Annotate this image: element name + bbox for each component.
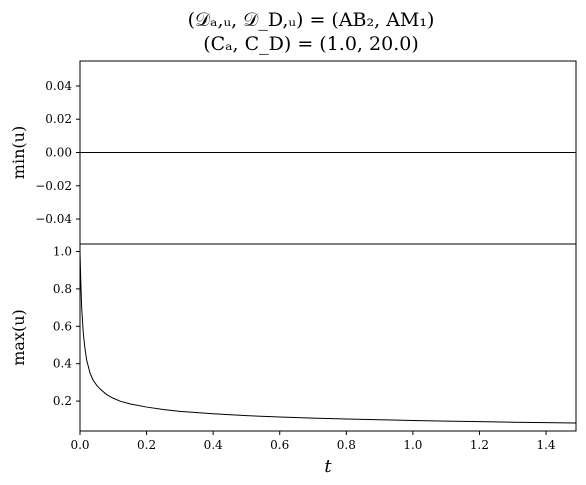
max-u-y-ticks: 0.2 0.4 0.6 0.8 1.0	[53, 244, 80, 408]
x-tick-label: 0.2	[137, 438, 156, 452]
max-u-y-tick-label: 0.8	[53, 282, 72, 296]
x-tick-label: 0.4	[204, 438, 223, 452]
min-u-y-tick-label: 0.00	[45, 146, 72, 160]
min-u-y-label: min(u)	[9, 126, 28, 179]
x-tick-label: 1.0	[403, 438, 422, 452]
min-u-y-tick-label: −0.02	[35, 179, 72, 193]
chart-title: (𝒟ₐ,ᵤ, 𝒟_D,ᵤ) = (AB₂, AM₁) (Cₐ, C_D) = (…	[188, 9, 435, 55]
x-tick-label: 1.2	[470, 438, 489, 452]
min-u-y-tick-label: −0.04	[35, 212, 72, 226]
x-tick-label: 0.0	[70, 438, 89, 452]
title-line-2: (Cₐ, C_D) = (1.0, 20.0)	[203, 33, 418, 55]
max-u-y-tick-label: 0.2	[53, 394, 72, 408]
max-u-line	[79, 251, 577, 424]
min-u-y-ticks: −0.04 −0.02 0.00 0.02 0.04	[35, 79, 80, 226]
min-u-y-tick-label: 0.04	[45, 79, 72, 93]
x-ticks: 0.0 0.2 0.4 0.6 0.8 1.0 1.2 1.4	[70, 431, 556, 452]
title-line-1: (𝒟ₐ,ᵤ, 𝒟_D,ᵤ) = (AB₂, AM₁)	[188, 9, 435, 31]
max-u-series	[79, 251, 577, 424]
max-u-y-label: max(u)	[9, 309, 28, 366]
min-u-panel: −0.04 −0.02 0.00 0.02 0.04 min(u)	[9, 60, 577, 245]
max-u-y-tick-label: 1.0	[53, 244, 72, 258]
x-tick-label: 0.6	[270, 438, 289, 452]
x-tick-label: 0.8	[337, 438, 356, 452]
x-axis-label: t	[324, 456, 332, 477]
max-u-y-tick-label: 0.4	[53, 357, 72, 371]
x-tick-label: 1.4	[536, 438, 555, 452]
max-u-axes-frame	[79, 243, 577, 432]
max-u-y-tick-label: 0.6	[53, 319, 72, 333]
max-u-panel: 0.2 0.4 0.6 0.8 1.0 0.0 0.2 0.4 0.6 0.8 1.0 1.2 1.4…	[9, 243, 577, 477]
min-u-y-tick-label: 0.02	[45, 112, 72, 126]
